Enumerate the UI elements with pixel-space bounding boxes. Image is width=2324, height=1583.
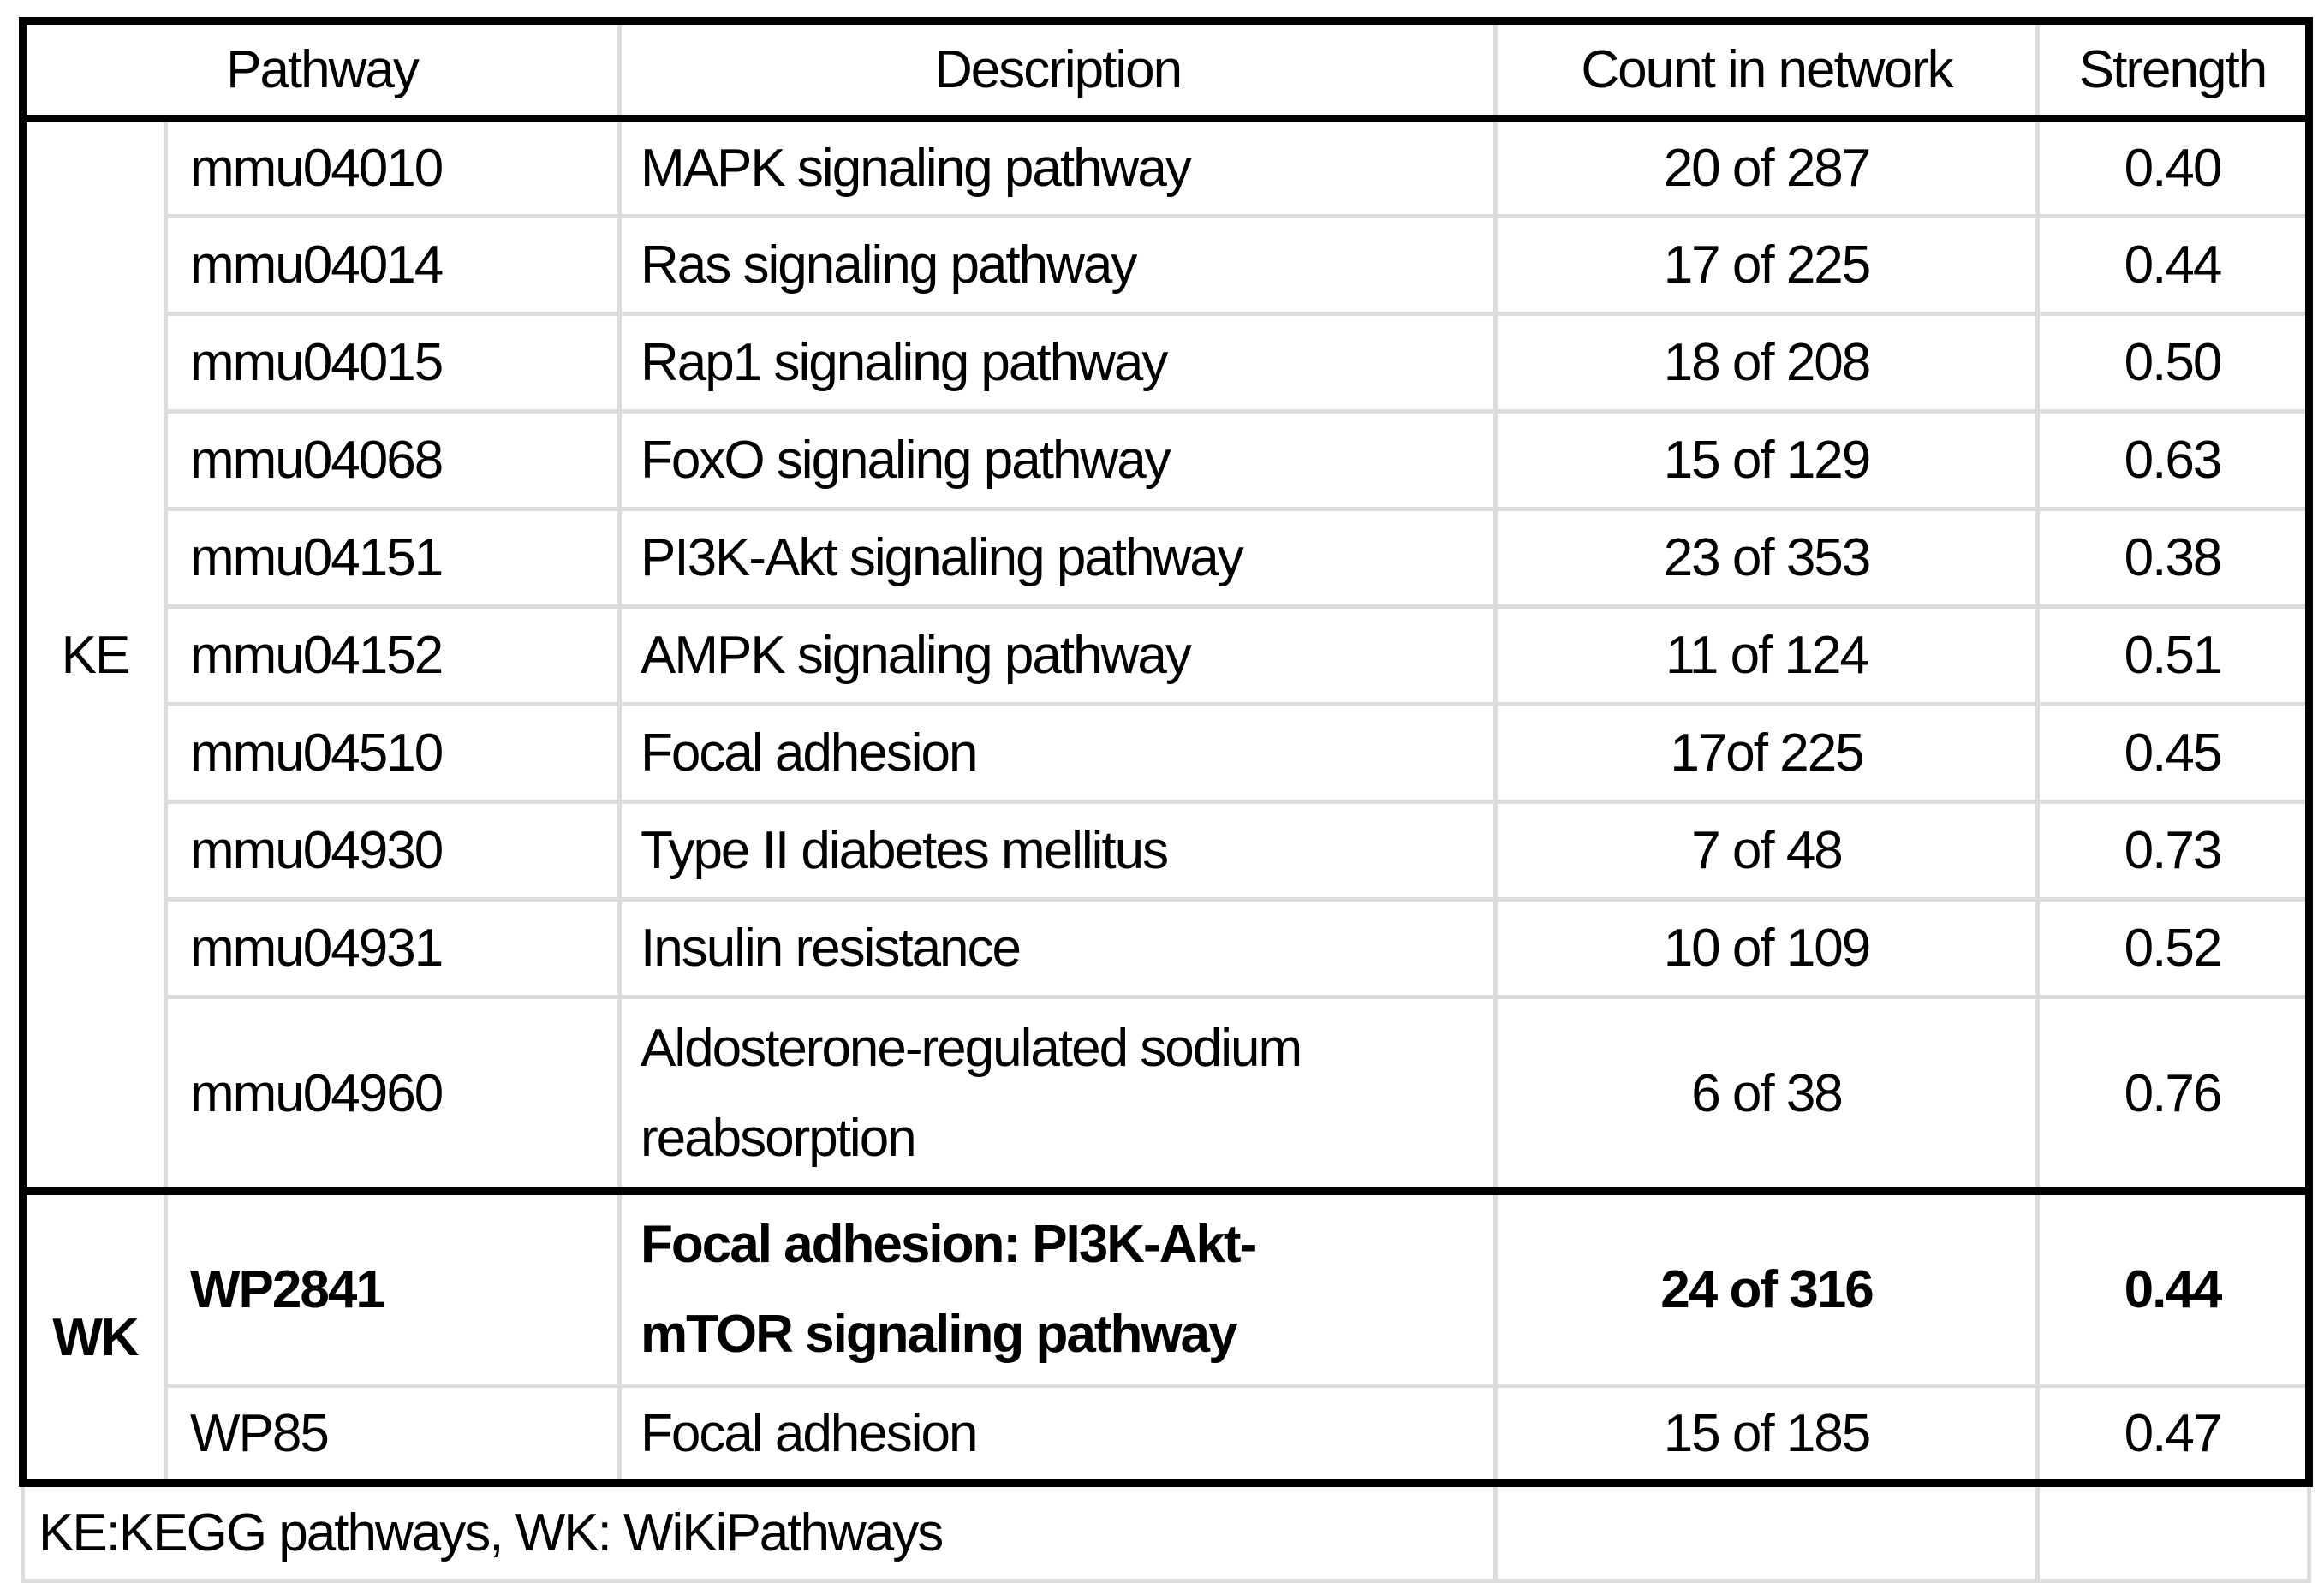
pathway-id-cell: WP85 bbox=[164, 1384, 622, 1488]
count-cell: 17 of 225 bbox=[1493, 214, 2040, 317]
description-cell: FoxO signaling pathway bbox=[617, 409, 1498, 512]
footnote-row: KE:KEGG pathways, WK: WiKiPathways bbox=[21, 1481, 2311, 1583]
strength-cell: 0.44 bbox=[2035, 214, 2313, 317]
pathway-id-cell: mmu04151 bbox=[164, 507, 622, 610]
count-cell: 17of 225 bbox=[1493, 702, 2040, 805]
count-cell: 15 of 185 bbox=[1493, 1384, 2040, 1488]
table-row: mmu04930 Type II diabetes mellitus 7 of 48… bbox=[23, 800, 2313, 902]
table-row: mmu04510 Focal adhesion 17of 225 0.45 bbox=[23, 702, 2313, 805]
count-cell: 23 of 353 bbox=[1493, 507, 2040, 610]
pathway-id-cell: mmu04930 bbox=[164, 800, 622, 902]
description-cell: Focal adhesion: PI3K-Akt- mTOR signaling… bbox=[617, 1189, 1498, 1389]
description-cell: Rap1 signaling pathway bbox=[617, 312, 1498, 414]
table-row: WK WP2841 Focal adhesion: PI3K-Akt- mTOR s… bbox=[19, 1189, 2313, 1488]
header-pathway: Pathway bbox=[19, 16, 622, 123]
description-cell: Type II diabetes mellitus bbox=[617, 800, 1498, 902]
strength-cell: 0.45 bbox=[2035, 702, 2313, 805]
pathway-id-cell: mmu04014 bbox=[164, 214, 622, 317]
pathway-id-cell: mmu04510 bbox=[164, 702, 622, 805]
strength-cell: 0.44 bbox=[2035, 1189, 2313, 1389]
group-label-cell: WK bbox=[19, 1189, 168, 1488]
table-row: mmu04068 FoxO signaling pathway 15 of 129 0… bbox=[23, 409, 2313, 512]
pathway-id-cell: mmu04010 bbox=[164, 116, 622, 219]
description-cell: Focal adhesion bbox=[617, 702, 1498, 805]
table-row: mmu04931 Insulin resistance 10 of 109 0.52 bbox=[23, 897, 2313, 1000]
table-row: mmu04960 Aldosterone-regulated sodium rea… bbox=[23, 995, 2313, 1196]
footer-empty-strength-cell bbox=[2035, 1481, 2311, 1583]
strength-cell: 0.51 bbox=[2035, 604, 2313, 707]
header-strength: Strength bbox=[2035, 16, 2313, 123]
strength-cell: 0.40 bbox=[2035, 116, 2313, 219]
count-cell: 18 of 208 bbox=[1493, 312, 2040, 414]
pathway-enrichment-table-wrapper: Pathway Description Count in network Str… bbox=[19, 16, 2313, 1583]
header-row: Pathway Description Count in network Str… bbox=[19, 16, 2313, 123]
pathway-id-cell: mmu04931 bbox=[164, 897, 622, 1000]
strength-cell: 0.38 bbox=[2035, 507, 2313, 610]
pathway-enrichment-table: Pathway Description Count in network Str… bbox=[19, 16, 2313, 1583]
description-cell: Insulin resistance bbox=[617, 897, 1498, 1000]
pathway-id-cell: mmu04015 bbox=[164, 312, 622, 414]
description-cell: Aldosterone-regulated sodium reabsorptio… bbox=[617, 995, 1498, 1196]
strength-cell: 0.76 bbox=[2035, 995, 2313, 1196]
pathway-id-cell: mmu04068 bbox=[164, 409, 622, 512]
strength-cell: 0.63 bbox=[2035, 409, 2313, 512]
description-cell: Focal adhesion bbox=[617, 1384, 1498, 1488]
description-cell: AMPK signaling pathway bbox=[617, 604, 1498, 707]
count-cell: 15 of 129 bbox=[1493, 409, 2040, 512]
header-description: Description bbox=[617, 16, 1498, 123]
pathway-id-cell: mmu04152 bbox=[164, 604, 622, 707]
table-row: mmu04152 AMPK signaling pathway 11 of 124 0… bbox=[23, 604, 2313, 707]
description-cell: PI3K-Akt signaling pathway bbox=[617, 507, 1498, 610]
pathway-id-cell: WP2841 bbox=[164, 1189, 622, 1389]
count-cell: 20 of 287 bbox=[1493, 116, 2040, 219]
table-row: mmu04014 Ras signaling pathway 17 of 225 0.… bbox=[23, 214, 2313, 317]
table-row: mmu04015 Rap1 signaling pathway 18 of 208 0… bbox=[23, 312, 2313, 414]
strength-cell: 0.73 bbox=[2035, 800, 2313, 902]
pathway-id-cell: mmu04960 bbox=[164, 995, 622, 1196]
footnote-cell: KE:KEGG pathways, WK: WiKiPathways bbox=[21, 1481, 1498, 1583]
strength-cell: 0.50 bbox=[2035, 312, 2313, 414]
table-row: KE mmu04010 MAPK signaling pathway 20 of 28… bbox=[19, 116, 2313, 1196]
header-count-in-network: Count in network bbox=[1493, 16, 2040, 123]
table-row: WP85 Focal adhesion 15 of 185 0.47 bbox=[23, 1384, 2313, 1488]
footer-empty-count-cell bbox=[1493, 1481, 2040, 1583]
group-label-cell: KE bbox=[19, 116, 168, 1196]
count-cell: 6 of 38 bbox=[1493, 995, 2040, 1196]
count-cell: 7 of 48 bbox=[1493, 800, 2040, 902]
count-cell: 11 of 124 bbox=[1493, 604, 2040, 707]
count-cell: 10 of 109 bbox=[1493, 897, 2040, 1000]
description-cell: Ras signaling pathway bbox=[617, 214, 1498, 317]
count-cell: 24 of 316 bbox=[1493, 1189, 2040, 1389]
description-cell: MAPK signaling pathway bbox=[617, 116, 1498, 219]
table-row: mmu04151 PI3K-Akt signaling pathway 23 of … bbox=[23, 507, 2313, 610]
strength-cell: 0.47 bbox=[2035, 1384, 2313, 1488]
strength-cell: 0.52 bbox=[2035, 897, 2313, 1000]
